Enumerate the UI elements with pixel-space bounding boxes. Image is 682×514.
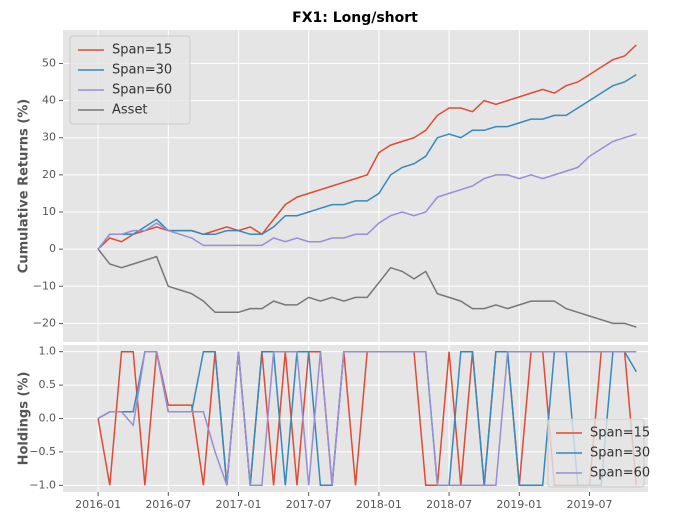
- chart-title: FX1: Long/short: [292, 10, 418, 26]
- legend: [69, 35, 191, 125]
- x-tick-label: 2016-07: [145, 498, 191, 511]
- x-tick-label: 2019-01: [496, 498, 542, 511]
- y-tick-label: 10: [42, 205, 56, 218]
- y-axis-label: Cumulative Returns (%): [17, 99, 32, 273]
- y-tick-label: 0: [49, 242, 56, 255]
- legend-label: Span=60: [590, 466, 650, 481]
- legend-label: Span=15: [112, 43, 172, 58]
- x-tick-label: 2019-07: [567, 498, 613, 511]
- legend-label: Span=15: [590, 426, 650, 441]
- x-tick-label: 2018-01: [356, 498, 402, 511]
- y-tick-label: −20: [33, 316, 56, 329]
- y-tick-label: 0.0: [39, 412, 57, 425]
- series-line: [97, 248, 637, 328]
- y-tick-label: −1.0: [29, 478, 56, 491]
- y-tick-label: 40: [42, 94, 56, 107]
- legend: [547, 418, 645, 488]
- legend-label: Span=30: [590, 446, 650, 461]
- y-tick-label: −0.5: [29, 445, 56, 458]
- x-tick-label: 2017-01: [216, 498, 262, 511]
- x-tick-label: 2017-07: [286, 498, 332, 511]
- y-tick-label: −10: [33, 279, 56, 292]
- x-tick-label: 2016-01: [75, 498, 121, 511]
- x-tick-label: 2018-07: [426, 498, 472, 511]
- legend-label: Asset: [112, 103, 148, 118]
- series-line: [97, 350, 637, 487]
- y-axis-label: Holdings (%): [17, 372, 32, 466]
- legend-label: Span=60: [112, 83, 172, 98]
- legend-label: Span=30: [112, 63, 172, 78]
- y-tick-label: 0.5: [39, 378, 57, 391]
- series-line: [97, 133, 637, 250]
- y-tick-label: 1.0: [39, 345, 57, 358]
- series-line: [97, 73, 637, 250]
- y-tick-label: 20: [42, 168, 56, 181]
- y-tick-label: 30: [42, 131, 56, 144]
- y-tick-label: 50: [42, 56, 56, 69]
